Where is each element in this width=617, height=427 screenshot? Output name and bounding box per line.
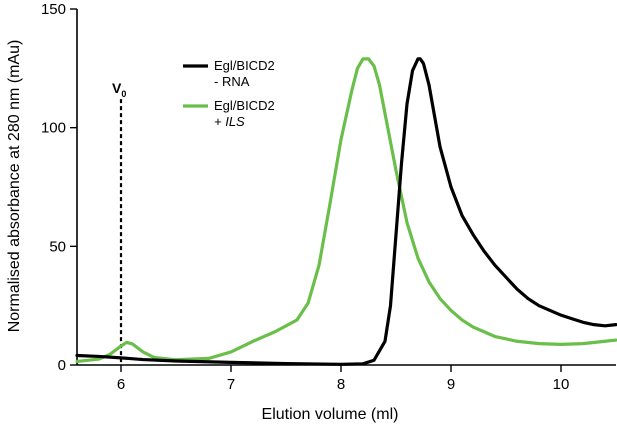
legend-label-line-1: Egl/BICD2	[214, 58, 275, 73]
legend-label-line-2: - RNA	[214, 74, 250, 89]
void-volume-letter: V	[112, 80, 122, 96]
y-tick-label: 100	[41, 120, 66, 137]
legend-item-minus-rna: Egl/BICD2 - RNA	[183, 58, 275, 89]
y-ticks: 0 50 100 150	[41, 1, 77, 374]
y-axis-title: Normalised absorbance at 280 nm (mAu)	[6, 40, 23, 333]
void-volume-marker: V0	[112, 80, 126, 365]
x-tick-label: 9	[447, 376, 455, 393]
y-tick-label: 0	[58, 357, 66, 374]
series-layer	[75, 57, 617, 366]
series-line-minus-rna	[75, 57, 617, 366]
legend-label-line-2: + ILS	[214, 114, 245, 129]
series-line-plus-ils	[75, 57, 617, 364]
y-tick-label: 150	[41, 1, 66, 18]
x-tick-label: 6	[117, 376, 125, 393]
x-tick-label: 10	[553, 376, 570, 393]
x-tick-label: 8	[337, 376, 345, 393]
legend-item-plus-ils: Egl/BICD2 + ILS	[183, 98, 275, 129]
void-volume-label: V0	[112, 80, 126, 99]
legend: Egl/BICD2 - RNA Egl/BICD2 + ILS	[183, 58, 275, 129]
y-tick-label: 50	[49, 238, 66, 255]
x-tick-label: 7	[227, 376, 235, 393]
x-axis-title: Elution volume (ml)	[262, 406, 399, 423]
legend-label-line-1: Egl/BICD2	[214, 98, 275, 113]
void-volume-subscript: 0	[121, 89, 126, 99]
x-ticks: 6 7 8 9 10	[117, 365, 570, 393]
axes	[76, 9, 616, 366]
